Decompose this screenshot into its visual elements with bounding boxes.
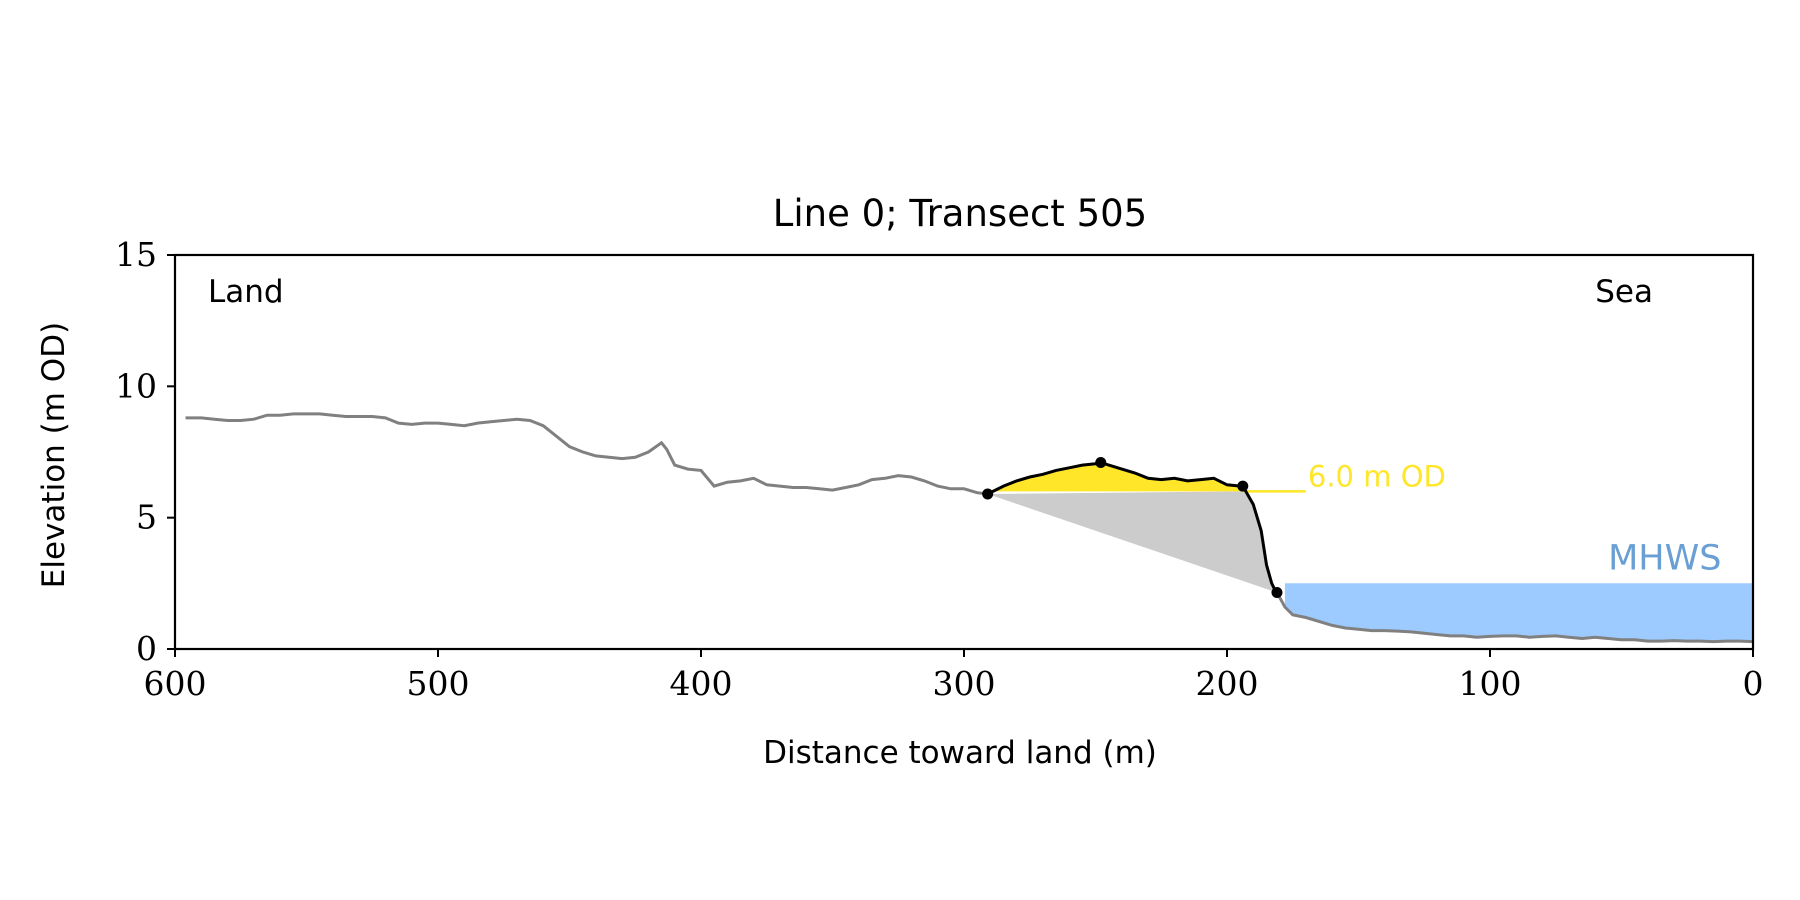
key-point [1271, 587, 1283, 599]
y-tick-label: 5 [136, 498, 157, 537]
plot-fills [987, 462, 1753, 642]
y-tick-label: 0 [136, 629, 157, 668]
mhws-fill [1284, 583, 1753, 642]
x-tick-label: 200 [1196, 664, 1259, 703]
mhws-label: MHWS [1608, 538, 1721, 578]
key-point [982, 488, 994, 500]
y-axis: 0 5 10 15 [115, 235, 175, 668]
profile-line [185, 412, 988, 496]
plot-lines [185, 412, 1754, 644]
y-axis-label: Elevation (m OD) [36, 322, 72, 588]
x-tick-label: 500 [407, 664, 470, 703]
x-tick-label: 100 [1459, 664, 1522, 703]
beach-line [1275, 591, 1754, 644]
erosion-wedge [987, 486, 1277, 593]
sea-label: Sea [1595, 274, 1653, 310]
plot-points [982, 457, 1283, 599]
x-tick-label: 0 [1743, 664, 1764, 703]
chart-title: Line 0; Transect 505 [773, 192, 1147, 235]
dune-line [987, 460, 1279, 594]
x-tick-label: 600 [144, 664, 207, 703]
y-tick-label: 15 [115, 235, 157, 274]
od-fill [987, 462, 1243, 492]
x-axis-label: Distance toward land (m) [763, 735, 1157, 771]
key-point [1095, 457, 1107, 469]
land-label: Land [208, 274, 284, 310]
y-tick-label: 10 [115, 366, 157, 405]
x-tick-label: 300 [933, 664, 996, 703]
x-tick-label: 400 [670, 664, 733, 703]
od-label: 6.0 m OD [1308, 459, 1446, 493]
key-point [1237, 480, 1249, 492]
x-axis: 600 500 400 300 200 100 0 [144, 649, 1764, 703]
